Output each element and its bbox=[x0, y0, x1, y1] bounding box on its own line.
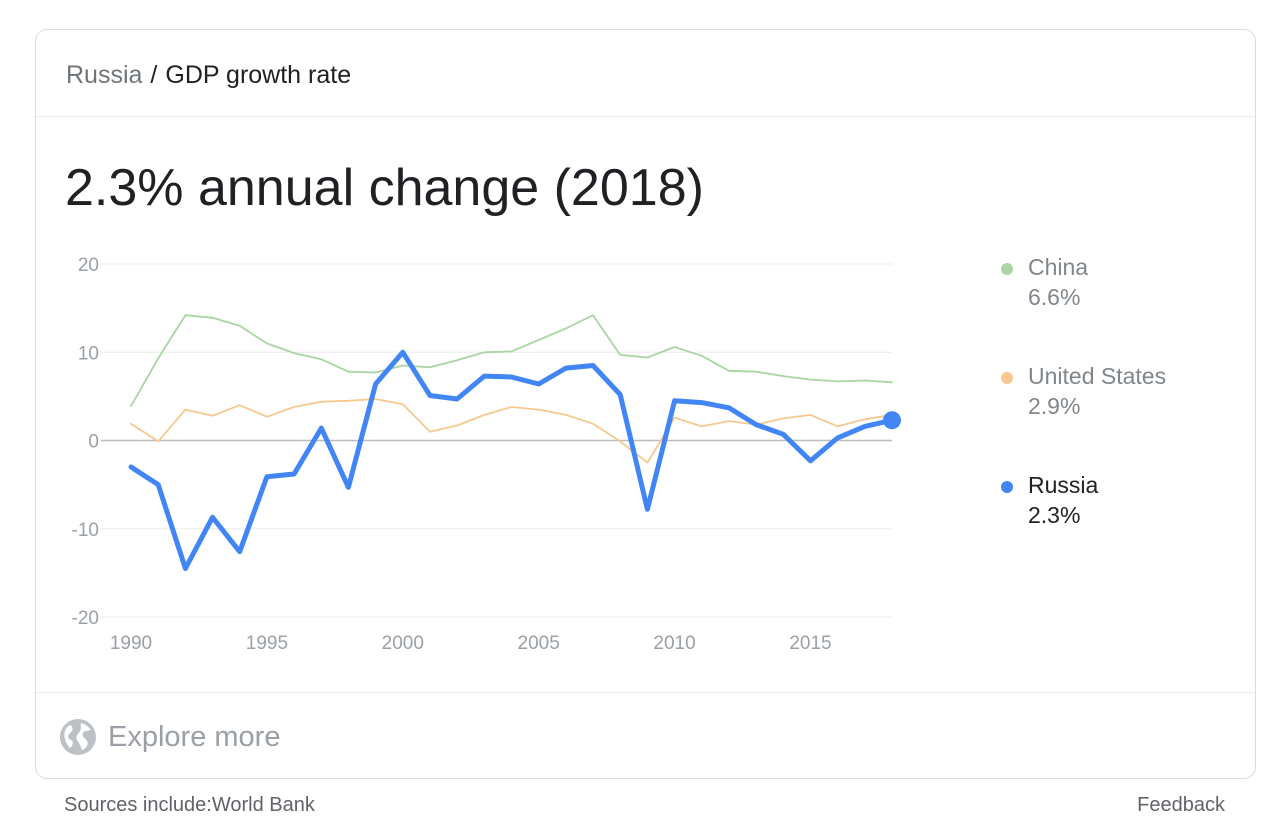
y-tick-label-10: -10 bbox=[72, 520, 99, 541]
breadcrumb-country[interactable]: Russia bbox=[66, 61, 143, 89]
y-tick-label-10: 10 bbox=[78, 343, 99, 364]
legend-dot-china bbox=[1001, 263, 1013, 275]
series-line-united-states bbox=[130, 398, 893, 464]
breadcrumb-separator: / bbox=[150, 61, 158, 89]
gdp-card: Russia / GDP growth rate 2.3% annual chang… bbox=[35, 29, 1256, 779]
breadcrumb: Russia / GDP growth rate bbox=[66, 60, 351, 90]
header-divider bbox=[36, 116, 1255, 117]
legend-name-russia: Russia bbox=[1028, 472, 1099, 498]
y-tick-label-0: 0 bbox=[88, 432, 99, 453]
legend-value-china: 6.6% bbox=[1028, 284, 1081, 310]
legend-value-united-states: 2.9% bbox=[1028, 393, 1081, 419]
x-tick-label-2010: 2010 bbox=[653, 633, 695, 654]
y-tick-label-20: 20 bbox=[78, 255, 99, 276]
x-tick-label-2005: 2005 bbox=[518, 633, 560, 654]
legend-value-russia: 2.3% bbox=[1028, 502, 1081, 528]
legend-dot-russia bbox=[1001, 481, 1013, 493]
x-tick-label-2015: 2015 bbox=[789, 633, 831, 654]
y-tick-label-20: -20 bbox=[72, 608, 99, 629]
sources-note: Sources include:World Bank bbox=[64, 794, 315, 816]
globe-icon bbox=[60, 719, 96, 755]
footer-divider bbox=[36, 692, 1255, 693]
explore-more-link[interactable]: Explore more bbox=[58, 716, 280, 758]
legend-dot-united-states bbox=[1001, 372, 1013, 384]
headline-value: 2.3% annual change (2018) bbox=[65, 159, 704, 217]
explore-more-label: Explore more bbox=[108, 720, 281, 753]
x-tick-label-2000: 2000 bbox=[382, 633, 424, 654]
x-tick-label-1995: 1995 bbox=[246, 633, 288, 654]
legend-name-united-states: United States bbox=[1028, 363, 1167, 389]
series-line-china bbox=[130, 314, 893, 408]
feedback-link[interactable]: Feedback bbox=[1137, 794, 1225, 816]
x-tick-label-1990: 1990 bbox=[110, 633, 152, 654]
legend-name-china: China bbox=[1028, 254, 1089, 280]
breadcrumb-metric: GDP growth rate bbox=[165, 61, 352, 89]
series-line-russia bbox=[128, 349, 895, 571]
series-end-point-russia bbox=[883, 411, 901, 430]
